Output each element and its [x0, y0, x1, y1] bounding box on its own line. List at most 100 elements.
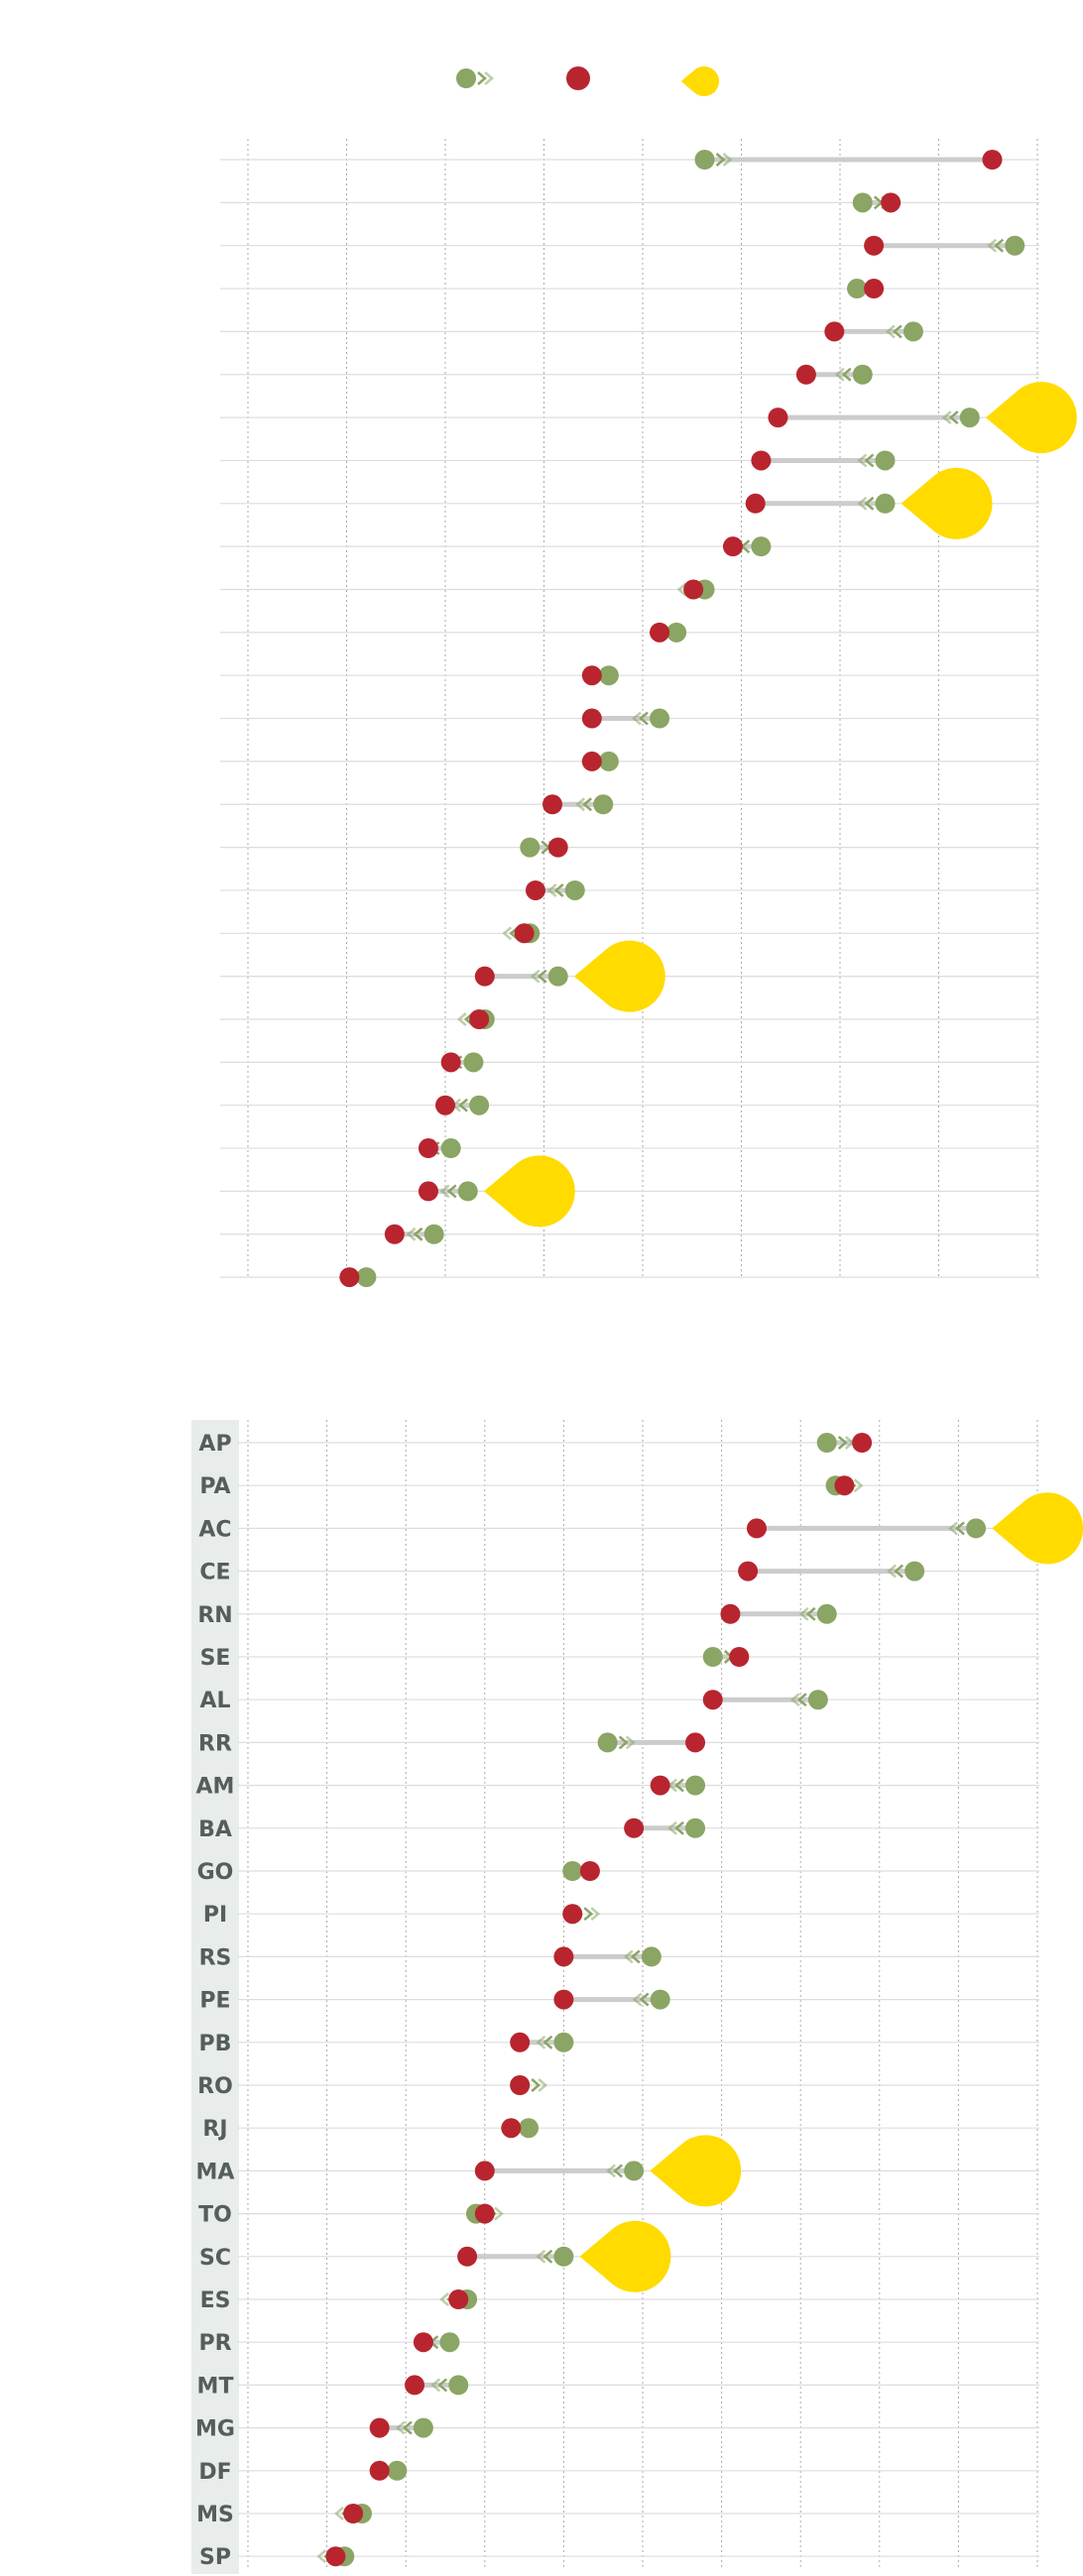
green-chevron: [606, 2164, 616, 2178]
legend-red-dot: [566, 66, 590, 90]
green-chevron: [618, 1735, 629, 1750]
green-dot: [564, 879, 585, 900]
red-dot: [514, 923, 535, 944]
green-chevron: [853, 1478, 864, 1493]
red-dot: [650, 622, 670, 643]
red-dot: [864, 279, 885, 299]
red-dot: [581, 708, 602, 729]
green-chevron: [630, 1949, 641, 1964]
chart-row: [580, 751, 619, 771]
red-dot: [562, 1904, 583, 1925]
green-dot: [902, 321, 923, 342]
yellow-teardrop: [579, 2220, 671, 2292]
chart-row: [581, 708, 670, 729]
row-label: RJ: [202, 2117, 227, 2142]
green-chevron: [477, 71, 487, 85]
red-dot: [525, 879, 545, 900]
chart-row: [520, 837, 568, 858]
red-dot: [547, 837, 568, 858]
green-dot: [641, 1946, 662, 1967]
chart-row: RO: [197, 2074, 548, 2099]
green-dot: [553, 2032, 574, 2052]
green-dot: [519, 2118, 540, 2139]
green-chevron: [590, 1907, 601, 1922]
chart-row: [542, 794, 614, 815]
green-chevron: [789, 1693, 800, 1707]
red-dot: [343, 2504, 364, 2523]
chart-row: GO: [197, 1860, 601, 1885]
green-chevron: [439, 1184, 450, 1199]
chart-row: [676, 579, 715, 600]
row-label: AM: [196, 1775, 235, 1800]
red-dot: [864, 235, 885, 256]
red-dot: [510, 2075, 531, 2095]
green-chevron: [805, 1606, 816, 1621]
green-dot: [439, 2332, 460, 2353]
green-chevron: [537, 969, 547, 984]
chart-row: [384, 1224, 444, 1244]
chart-row: [824, 321, 923, 342]
chart-row: MS: [196, 2503, 372, 2527]
green-dot: [547, 966, 568, 987]
yellow-teardrop: [992, 1492, 1083, 1565]
green-dot: [624, 2161, 645, 2181]
row-label: RS: [199, 1945, 232, 1970]
green-chevron: [948, 410, 959, 425]
green-dot: [356, 1267, 377, 1288]
chart-row: PR: [198, 2331, 460, 2356]
chart-row: MG: [195, 2417, 433, 2442]
red-dot: [405, 2375, 425, 2396]
green-chevron: [864, 453, 875, 468]
green-dot: [413, 2417, 433, 2438]
row-label: MG: [195, 2417, 235, 2442]
red-dot: [510, 2032, 531, 2052]
red-dot: [683, 579, 704, 600]
chart-row: PE: [199, 1989, 670, 2014]
green-dot: [650, 1989, 670, 2010]
chart-row: ES: [200, 2288, 478, 2313]
chart-row: MA: [196, 2135, 742, 2207]
chart-row: AP: [198, 1432, 873, 1457]
green-chevron: [406, 1227, 417, 1241]
green-dot: [816, 1603, 837, 1624]
chart-row: [649, 622, 687, 643]
green-dot: [702, 1647, 723, 1667]
chart-row: SP: [199, 2545, 355, 2570]
chart-row: [745, 467, 993, 539]
legend: [456, 66, 720, 96]
red-dot: [738, 1561, 759, 1581]
row-label: MA: [196, 2160, 235, 2184]
chart-row: [722, 536, 772, 557]
red-dot: [746, 1518, 767, 1539]
green-chevron: [857, 496, 868, 511]
chart-row: [525, 879, 585, 900]
green-chevron: [892, 324, 902, 339]
green-dot: [966, 1518, 987, 1539]
red-dot: [339, 1267, 360, 1288]
green-chevron: [542, 2035, 553, 2049]
row-label: AP: [198, 1432, 231, 1457]
green-chevron: [955, 1521, 965, 1536]
chart-states: AP PA AC CE RN SE AL RR AM BA GO PI RS PE PB RO RJ MA TO SC…: [191, 1420, 1083, 2574]
yellow-teardrop: [680, 66, 720, 96]
red-dot: [501, 2118, 522, 2139]
green-dot: [807, 1690, 828, 1710]
row-label: SP: [199, 2545, 231, 2570]
red-dot: [824, 321, 845, 342]
chart-row: [474, 940, 665, 1012]
green-chevron: [575, 797, 586, 812]
chart-row: [852, 192, 902, 213]
chart-row: [502, 923, 541, 944]
red-dot: [685, 1732, 706, 1753]
chart-row: [435, 1095, 490, 1115]
chart-row: [795, 364, 873, 385]
green-dot: [469, 1095, 490, 1115]
green-dot: [1005, 235, 1025, 256]
green-chevron: [456, 1012, 467, 1026]
chart-row: [338, 1267, 377, 1288]
row-label: GO: [197, 1860, 234, 1885]
row-label: CE: [199, 1561, 230, 1585]
yellow-teardrop: [483, 1155, 575, 1228]
green-dot: [463, 1052, 484, 1073]
green-chevron: [430, 2378, 441, 2393]
